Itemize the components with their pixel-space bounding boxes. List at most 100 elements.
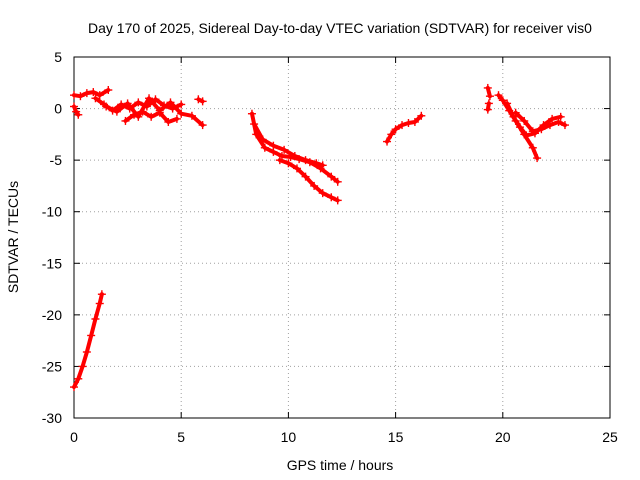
data-point — [164, 117, 173, 126]
data-point — [528, 143, 537, 152]
data-point — [554, 117, 563, 126]
data-point — [89, 88, 98, 97]
data-point — [151, 95, 160, 104]
data-point — [138, 107, 147, 116]
series-arc-6d — [503, 99, 565, 140]
data-point — [187, 111, 196, 120]
data-point — [91, 94, 100, 103]
plot-frame — [73, 56, 611, 419]
data-point — [485, 92, 494, 101]
data-point — [318, 161, 327, 170]
series-arc-6e — [511, 108, 569, 136]
x-axis-label: GPS time / hours — [287, 457, 394, 473]
data-point — [522, 131, 531, 140]
data-point — [398, 121, 407, 130]
data-point — [318, 189, 327, 198]
data-point — [112, 107, 121, 116]
data-point — [177, 100, 186, 109]
data-point — [82, 89, 91, 98]
data-point — [292, 164, 301, 173]
data-point — [327, 193, 336, 202]
grid — [74, 57, 610, 418]
data-point — [410, 117, 419, 126]
data-point — [91, 314, 100, 323]
data-point — [78, 362, 87, 371]
series-line — [72, 292, 104, 390]
y-axis-tick-labels: 5 0 -5 -10 -15 -20 -25 -30 — [42, 49, 62, 426]
chart-title: Day 170 of 2025, Sidereal Day-to-day VTE… — [88, 20, 592, 36]
y-tick-label: 0 — [54, 101, 62, 117]
data-point — [528, 127, 537, 136]
data-point — [194, 95, 203, 104]
series-arc-6a — [483, 83, 494, 101]
data-point — [97, 290, 106, 299]
data-point — [123, 99, 132, 108]
series-arc-5 — [383, 111, 426, 146]
y-tick-label: -15 — [42, 255, 62, 271]
data-point — [494, 91, 503, 100]
series-arc-2 — [70, 290, 106, 392]
y-tick-label: -20 — [42, 307, 62, 323]
y-tick-label: -25 — [42, 358, 62, 374]
data-point — [134, 98, 143, 107]
data-point — [104, 86, 113, 95]
data-point — [511, 108, 520, 117]
data-point — [260, 143, 269, 152]
x-tick-label: 10 — [281, 429, 297, 445]
data-point — [560, 121, 569, 130]
data-point — [284, 159, 293, 168]
data-point — [147, 112, 156, 121]
series-arc-6b — [483, 99, 493, 114]
x-tick-label: 25 — [602, 429, 618, 445]
data-point — [70, 91, 78, 100]
series-arc-4a — [247, 109, 342, 186]
data-point — [198, 97, 207, 106]
data-point — [70, 102, 78, 111]
data-point — [82, 347, 91, 356]
series-arc-4c — [275, 156, 342, 205]
data-point — [275, 156, 284, 165]
data-point — [301, 156, 310, 165]
data-point — [277, 152, 286, 161]
data-point — [301, 172, 310, 181]
data-point — [515, 123, 524, 132]
y-tick-label: -30 — [42, 410, 62, 426]
series-line — [505, 101, 563, 138]
x-axis-tick-labels: 0 5 10 15 20 25 — [70, 429, 618, 445]
data-point — [290, 152, 299, 161]
data-point — [95, 299, 104, 308]
x-tick-label: 20 — [495, 429, 511, 445]
data-point — [70, 383, 78, 392]
data-point — [74, 374, 83, 383]
data-point — [537, 125, 546, 134]
data-point — [327, 172, 336, 181]
x-tick-label: 5 — [177, 429, 185, 445]
series-arc-1b — [70, 102, 83, 119]
data-point — [520, 116, 529, 125]
data-point — [87, 331, 96, 340]
data-point — [74, 110, 83, 119]
y-tick-label: -10 — [42, 204, 62, 220]
series-arc-3c — [121, 107, 181, 126]
data-point — [333, 196, 342, 205]
data-point — [177, 109, 186, 118]
data-point — [503, 99, 512, 108]
data-point — [250, 120, 259, 129]
data-point — [269, 141, 278, 150]
data-point — [130, 110, 139, 119]
x-tick-label: 0 — [70, 429, 78, 445]
data-point — [172, 114, 181, 123]
data-point — [198, 121, 207, 130]
series-line — [104, 96, 205, 128]
series-arc-3d — [194, 95, 207, 106]
data-point — [548, 114, 557, 123]
data-point — [484, 99, 493, 108]
data-point — [498, 96, 507, 105]
y-tick-label: 5 — [54, 49, 62, 65]
data-point — [155, 108, 164, 117]
data-point — [404, 119, 413, 128]
y-tick-label: -5 — [50, 152, 63, 168]
data-point — [102, 102, 111, 111]
data-point — [483, 105, 492, 114]
data-series — [70, 83, 569, 392]
